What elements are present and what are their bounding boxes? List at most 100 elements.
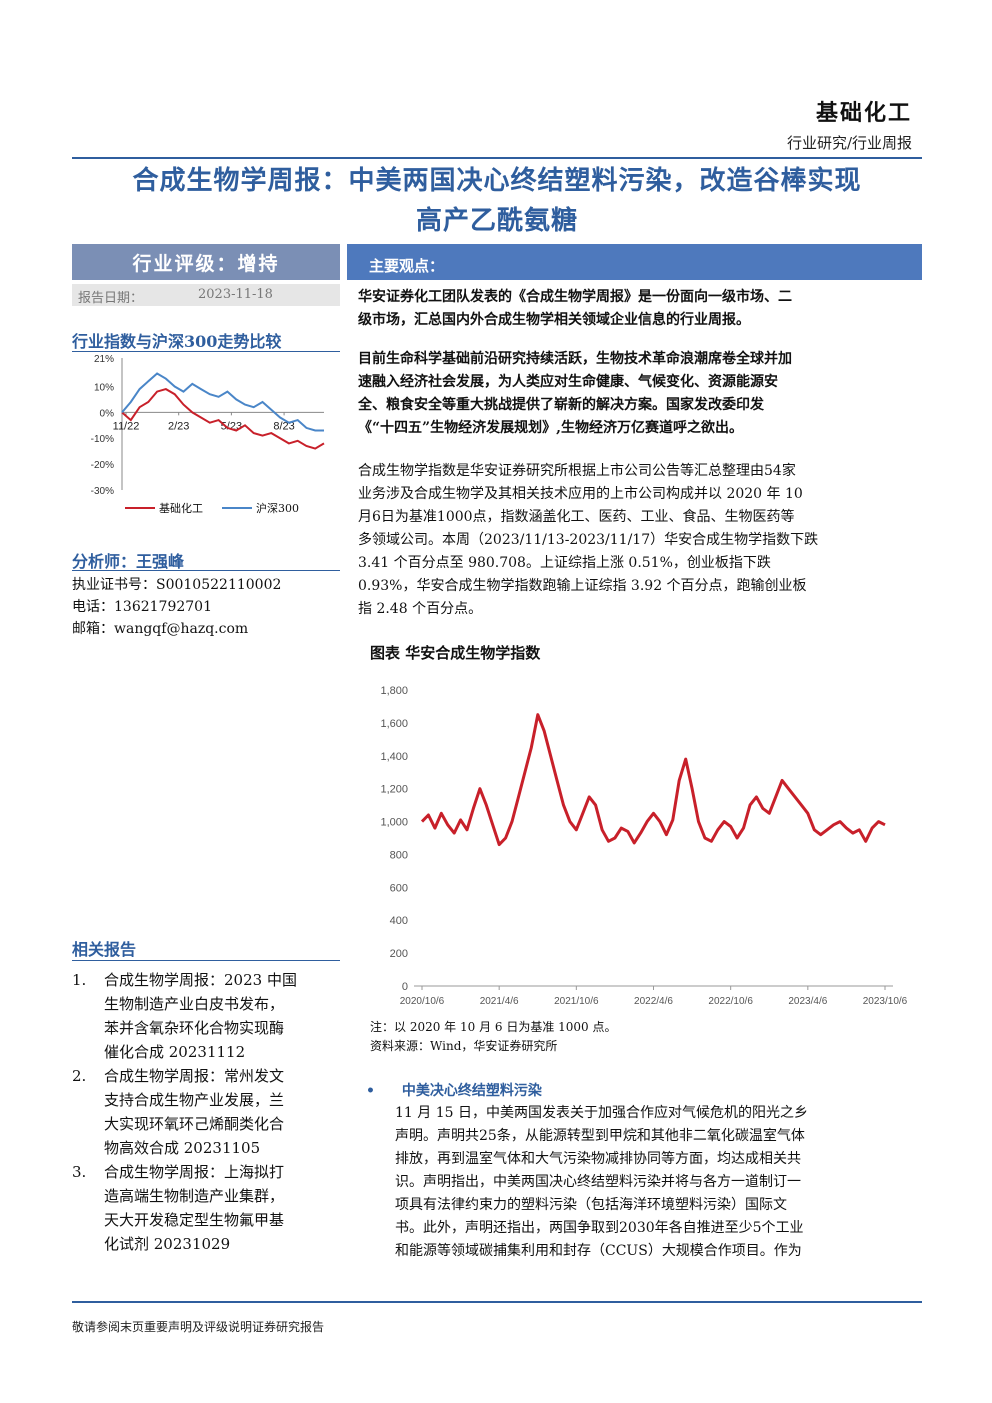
main-points-bar: 主要观点：	[347, 244, 922, 280]
bullet-dot-icon: •	[366, 1083, 375, 1099]
related-num: 1.	[72, 971, 87, 989]
related-line: 苯并含氧杂环化合物实现酶	[104, 1019, 285, 1037]
related-line: 大实现环氧环己烯酮类化合	[104, 1115, 285, 1133]
text-line: 级市场，汇总国内外合成生物学相关领域企业信息的行业周报。	[358, 312, 750, 328]
chart-note: 注：以 2020 年 10 月 6 日为基准 1000 点。	[370, 1020, 617, 1034]
text-line: 合成生物学指数是华安证券研究所根据上市公司公告等汇总整理由54家	[358, 463, 796, 479]
text-line: 3.41 个百分点至 980.708。上证综指上涨 0.51%，创业板指下跌	[358, 555, 771, 571]
analyst-email: 邮箱：wangqf@hazq.com	[72, 621, 249, 637]
list-item[interactable]: 1. 合成生物学周报：2023 中国 生物制造产业白皮书发布， 苯并含氧杂环化合…	[72, 968, 334, 1064]
index-x-tick: 2021/10/6	[554, 996, 599, 1007]
related-line: 合成生物学周报：常州发文	[104, 1067, 285, 1085]
analyst-title: 分析师：王强峰	[72, 552, 185, 571]
trend-x-tick: 11/22	[113, 420, 140, 432]
report-date-value: 2023-11-18	[198, 287, 273, 302]
industry-rating: 行业评级：增持	[72, 244, 340, 280]
text-line: 速融入经济社会发展，为人类应对生命健康、气候变化、资源能源安	[358, 374, 778, 390]
related-num: 2.	[72, 1067, 87, 1085]
report-title-line-2: 高产乙酰氨糖	[415, 206, 578, 236]
report-date-label: 报告日期：	[78, 291, 144, 306]
text-line: 项具有法律约束力的塑料污染（包括海洋环境塑料污染）国际文	[395, 1197, 787, 1213]
index-y-tick: 1,400	[380, 751, 408, 763]
sector-label: 基础化工	[815, 100, 912, 126]
trend-chart: 21%10%0%-10%-20%-30% 11/22 2/23 5/23 8/23	[91, 354, 325, 497]
trend-y-tick: -30%	[91, 486, 114, 497]
bullet-section: • 中美决心终结塑料污染	[366, 1080, 542, 1100]
trend-x-axis: 11/22 2/23 5/23 8/23	[113, 411, 324, 432]
trend-x-tick: 2/23	[168, 420, 189, 432]
related-line: 合成生物学周报：上海拟打	[104, 1163, 285, 1181]
index-y-tick: 800	[390, 849, 408, 861]
index-chart: 1,800 1,600 1,400 1,200 1,000 800 600 400 200 0 2…	[380, 685, 908, 1007]
index-y-tick: 1,600	[380, 718, 408, 730]
footer-disclaimer: 敬请参阅末页重要声明及评级说明证券研究报告	[72, 1320, 325, 1334]
text-line: 和能源等领域碳捕集利用和封存（CCUS）大规模合作项目。作为	[395, 1243, 802, 1259]
related-line: 天大开发稳定型生物氟甲基	[104, 1211, 285, 1229]
index-y-tick: 600	[390, 882, 408, 894]
index-y-tick: 1,800	[380, 685, 408, 697]
analyst-divider	[72, 570, 340, 571]
chart-source: 资料来源：Wind，华安证券研究所	[370, 1039, 558, 1053]
bullet-title: 中美决心终结塑料污染	[401, 1083, 542, 1099]
report-title-line-1: 合成生物学周报：中美两国决心终结塑料污染，改造谷棒实现	[132, 166, 862, 196]
text-line: 声明。声明共25条，从能源转型到甲烷和其他非二氧化碳温室气体	[395, 1128, 805, 1144]
index-y-axis: 1,800 1,600 1,400 1,200 1,000 800 600 400 200 0	[380, 685, 408, 993]
text-line: 多领域公司。本周（2023/11/13-2023/11/17）华安合成生物学指数…	[358, 532, 819, 548]
related-line: 生物制造产业白皮书发布，	[104, 995, 285, 1013]
trend-y-tick: 10%	[94, 382, 114, 393]
index-series-group	[420, 713, 886, 847]
legend-item-sector: 基础化工	[125, 500, 203, 516]
trend-series-0	[121, 388, 325, 450]
text-line: 《“十四五”生物经济发展规划》,生物经济万亿赛道呼之欲出。	[358, 420, 743, 436]
trend-y-tick: -20%	[91, 460, 114, 471]
text-line: 识。声明指出，中美两国决心终结塑料污染并将与各方一道制订一	[395, 1174, 801, 1190]
text-line: 0.93%，华安合成生物学指数跑输上证综指 3.92 个百分点，跑输创业板	[358, 578, 807, 594]
related-reports-title: 相关报告	[72, 940, 137, 959]
legend-swatch-hs300	[222, 507, 252, 509]
index-y-tick: 1,000	[380, 817, 408, 829]
trend-y-tick: 21%	[94, 354, 114, 365]
main-points-label: 主要观点：	[369, 257, 445, 275]
index-x-tick: 2023/4/6	[788, 996, 827, 1007]
legend-swatch-sector	[125, 507, 155, 509]
related-num: 3.	[72, 1163, 87, 1181]
related-line: 物高效合成 20231105	[104, 1139, 261, 1157]
index-x-tick: 2022/10/6	[708, 996, 753, 1007]
footer-divider	[72, 1301, 922, 1303]
trend-y-tick: 0%	[100, 408, 115, 419]
background-paragraph: 目前生命科学基础前沿研究持续活跃，生物技术革命浪潮席卷全球并加 速融入经济社会发…	[358, 348, 912, 440]
list-item[interactable]: 2. 合成生物学周报：常州发文 支持合成生物产业发展，兰 大实现环氧环己烯酮类化…	[72, 1064, 334, 1160]
related-line: 合成生物学周报：2023 中国	[104, 971, 297, 989]
report-type: 行业研究/行业周报	[786, 134, 912, 152]
index-paragraph: 合成生物学指数是华安证券研究所根据上市公司公告等汇总整理由54家 业务涉及合成生…	[358, 460, 912, 621]
index-x-tick: 2020/10/6	[400, 996, 445, 1007]
trend-x-tick: 5/23	[221, 420, 242, 432]
analyst-license: 执业证书号：S0010522110002	[72, 577, 282, 593]
chart-caption: 图表 华安合成生物学指数	[370, 644, 541, 662]
trend-y-axis: 21% 10% 0% -10% -20% -30%	[91, 354, 123, 497]
index-x-tick: 2023/10/6	[863, 996, 908, 1007]
header-divider	[72, 157, 922, 159]
index-series-line	[420, 713, 886, 847]
legend-label-sector: 基础化工	[159, 502, 203, 515]
related-reports-list: 1. 合成生物学周报：2023 中国 生物制造产业白皮书发布， 苯并含氧杂环化合…	[72, 968, 334, 1256]
index-y-tick: 1,200	[380, 784, 408, 796]
text-line: 书。此外，声明还指出，两国争取到2030年各自推进至少5个工业	[395, 1220, 804, 1236]
legend-label-hs300: 沪深300	[256, 502, 299, 515]
list-item[interactable]: 3. 合成生物学周报：上海拟打 造高端生物制造产业集群， 天大开发稳定型生物氟甲…	[72, 1160, 334, 1256]
related-line: 化试剂 20231029	[104, 1235, 231, 1253]
intro-paragraph: 华安证券化工团队发表的《合成生物学周报》是一份面向一级市场、二 级市场，汇总国内…	[358, 286, 912, 332]
text-line: 业务涉及合成生物学及其相关技术应用的上市公司构成并以 2020 年 10	[358, 486, 803, 502]
index-x-axis: 2020/10/6 2021/4/6 2021/10/6 2022/4/6 2022/1…	[400, 985, 908, 1007]
text-line: 排放，再到温室气体和大气污染物减排协同等方面，均达成相关共	[395, 1151, 801, 1167]
trend-series-group	[121, 372, 325, 450]
related-line: 催化合成 20231112	[104, 1043, 246, 1061]
text-line: 月6日为基准1000点，指数涵盖化工、医药、工业、食品、生物医药等	[358, 509, 795, 525]
chart-notes: 注：以 2020 年 10 月 6 日为基准 1000 点。 资料来源：Wind…	[370, 1018, 617, 1056]
news-paragraph: 11 月 15 日，中美两国发表关于加强合作应对气候危机的阳光之乡 声明。声明共…	[395, 1102, 912, 1263]
trend-chart-title: 行业指数与沪深300走势比较	[72, 332, 282, 351]
text-line: 全、粮食安全等重大挑战提供了崭新的解决方案。国家发改委印发	[358, 397, 764, 413]
related-line: 造高端生物制造产业集群，	[104, 1187, 285, 1205]
related-divider	[72, 960, 340, 961]
index-x-tick: 2021/4/6	[480, 996, 519, 1007]
